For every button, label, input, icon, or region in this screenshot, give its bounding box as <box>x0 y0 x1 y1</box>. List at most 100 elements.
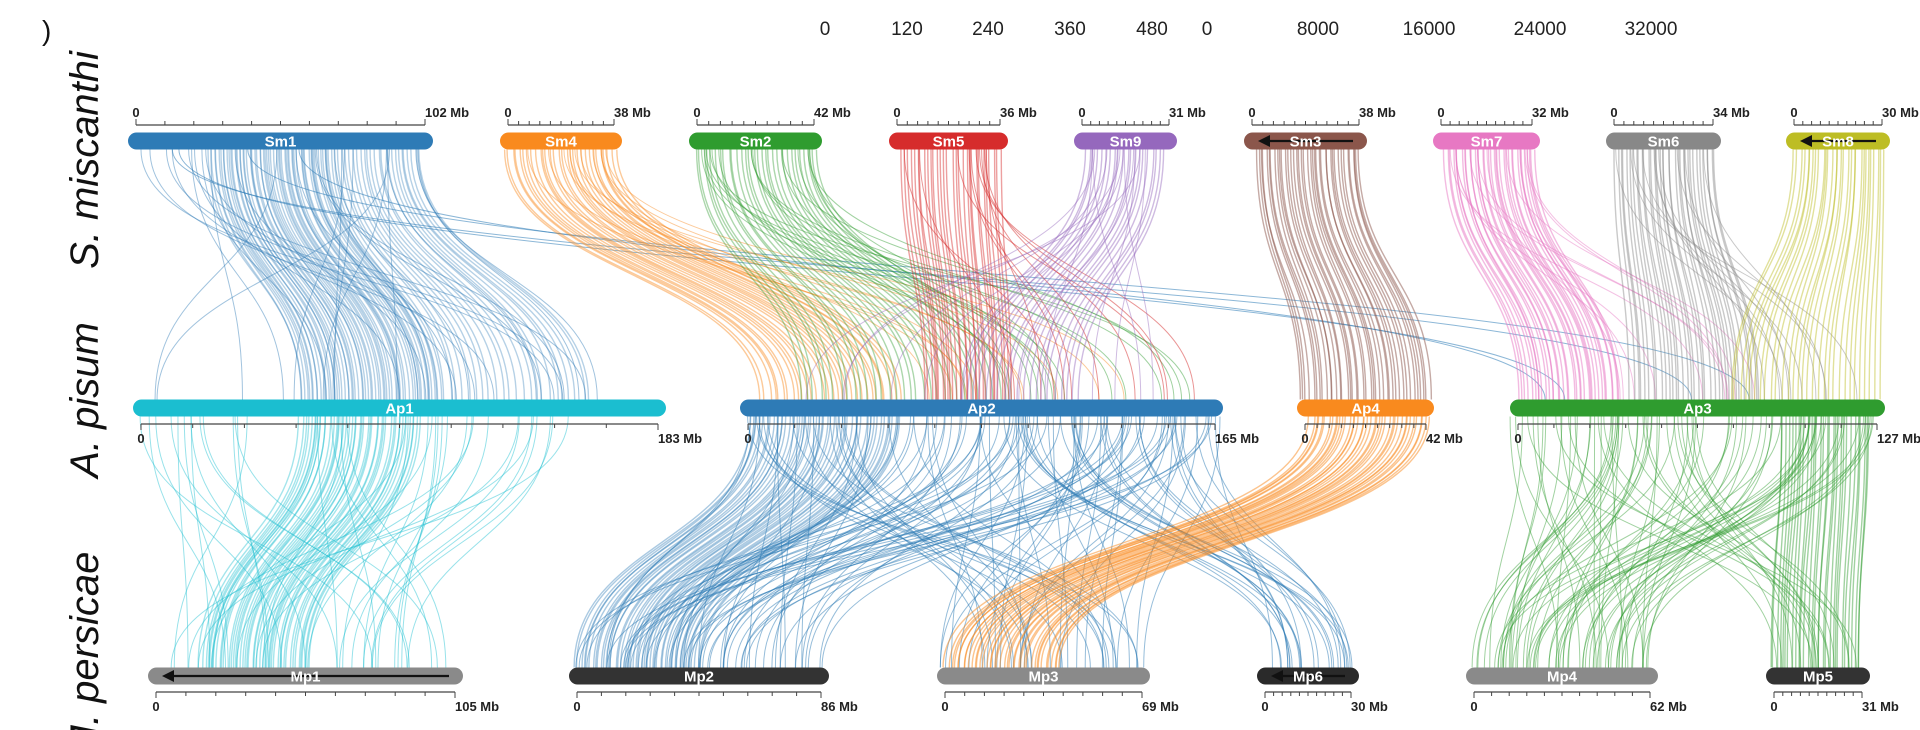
synteny-link <box>945 149 969 400</box>
synteny-link <box>1495 149 1582 400</box>
synteny-link <box>305 416 419 668</box>
synteny-link <box>649 416 844 668</box>
synteny-link <box>1302 149 1359 400</box>
chromosome-bar-sm4[interactable] <box>500 132 622 150</box>
chromosome-bar-mp2[interactable] <box>569 667 829 685</box>
synteny-link <box>730 149 862 400</box>
synteny-link <box>969 149 986 400</box>
arrow-head-icon <box>1800 135 1812 147</box>
synteny-link <box>1044 149 1093 400</box>
chromosome-bar-sm1[interactable] <box>128 132 433 150</box>
synteny-link <box>365 149 498 400</box>
synteny-link <box>1022 149 1130 400</box>
synteny-link <box>1528 416 1653 668</box>
chromosome-label-ap3: Ap3 <box>1683 401 1711 418</box>
scale-start-label: 0 <box>693 105 700 120</box>
synteny-link <box>1598 416 1602 668</box>
synteny-link <box>252 416 357 668</box>
synteny-link <box>580 149 859 400</box>
synteny-link <box>1025 416 1396 668</box>
synteny-link <box>1853 149 1870 400</box>
synteny-link <box>1529 149 1619 400</box>
synteny-link <box>1258 149 1304 400</box>
chromosome-bar-mp3[interactable] <box>937 667 1150 685</box>
chromosome-bar-sm5[interactable] <box>889 132 1008 150</box>
chromosome-bar-mp5[interactable] <box>1766 667 1870 685</box>
chromosome-bar-sm9[interactable] <box>1074 132 1177 150</box>
scale-end-label: 69 Mb <box>1142 699 1179 714</box>
synteny-link <box>1637 149 1664 400</box>
synteny-link <box>1330 149 1394 400</box>
synteny-link <box>962 149 1118 400</box>
synteny-link <box>1676 149 1827 400</box>
synteny-link <box>1854 416 1866 668</box>
synteny-link <box>1555 416 1857 668</box>
synteny-link <box>522 149 786 400</box>
synteny-link <box>1476 416 1617 668</box>
synteny-link <box>1023 416 1108 668</box>
synteny-link <box>1505 149 1756 400</box>
synteny-link <box>1482 149 1561 400</box>
synteny-link <box>744 149 882 400</box>
synteny-link <box>210 149 302 400</box>
synteny-link <box>1532 416 1597 668</box>
synteny-link <box>1123 149 1154 400</box>
synteny-link <box>1331 149 1397 400</box>
synteny-link <box>805 416 982 668</box>
top-chromosome-sm8: 0 30 Mb Sm8 <box>1786 105 1919 151</box>
synteny-link <box>841 416 1105 668</box>
synteny-link <box>767 416 1091 668</box>
synteny-link <box>212 416 317 668</box>
synteny-link <box>205 416 308 668</box>
chromosome-bar-mp4[interactable] <box>1466 667 1658 685</box>
synteny-link <box>976 149 992 400</box>
synteny-link <box>794 416 869 668</box>
synteny-link <box>747 149 892 400</box>
synteny-link <box>1447 149 1523 400</box>
synteny-link <box>293 149 400 400</box>
synteny-link <box>1260 149 1310 400</box>
synteny-link <box>1630 149 1803 400</box>
synteny-link <box>242 149 341 400</box>
chromosome-bar-ap4[interactable] <box>1297 399 1434 417</box>
synteny-link <box>812 416 1139 668</box>
scale-start-label: 0 <box>1790 105 1797 120</box>
scale-start-label: 0 <box>504 105 511 120</box>
synteny-link <box>1357 149 1433 400</box>
synteny-link <box>320 149 429 400</box>
chromosome-bar-sm7[interactable] <box>1433 132 1540 150</box>
chromosome-bar-sm6[interactable] <box>1606 132 1721 150</box>
synteny-link <box>1857 416 1870 668</box>
synteny-link <box>1616 416 1810 668</box>
chromosome-bar-ap3[interactable] <box>1510 399 1885 417</box>
synteny-link <box>295 149 454 400</box>
synteny-link <box>314 149 542 400</box>
synteny-link <box>1632 149 1656 400</box>
synteny-link <box>1648 149 1674 400</box>
synteny-link <box>1040 149 1141 400</box>
synteny-link <box>1699 149 1740 400</box>
synteny-link <box>1763 149 1817 400</box>
synteny-link <box>514 149 777 400</box>
synteny-link <box>608 416 751 668</box>
synteny-link <box>1649 149 1678 400</box>
synteny-link <box>1613 149 1630 400</box>
synteny-link <box>298 416 407 668</box>
synteny-link <box>729 149 857 400</box>
synteny-link <box>942 149 963 400</box>
synteny-link <box>1596 416 1810 668</box>
mid-chromosome-ap4: 0 42 Mb Ap4 <box>1297 399 1463 446</box>
synteny-link <box>339 416 520 668</box>
synteny-link <box>1782 416 1794 668</box>
chromosome-bar-ap1[interactable] <box>133 399 666 417</box>
synteny-link <box>303 149 414 400</box>
synteny-link <box>1313 149 1375 400</box>
synteny-link <box>1653 149 1781 400</box>
synteny-link <box>563 149 1025 400</box>
synteny-link <box>1582 416 1818 668</box>
chromosome-bar-ap2[interactable] <box>740 399 1223 417</box>
chromosome-label-sm1: Sm1 <box>265 134 297 151</box>
chromosome-bar-sm2[interactable] <box>689 132 822 150</box>
synteny-link <box>1621 149 1642 400</box>
synteny-link <box>201 149 327 400</box>
